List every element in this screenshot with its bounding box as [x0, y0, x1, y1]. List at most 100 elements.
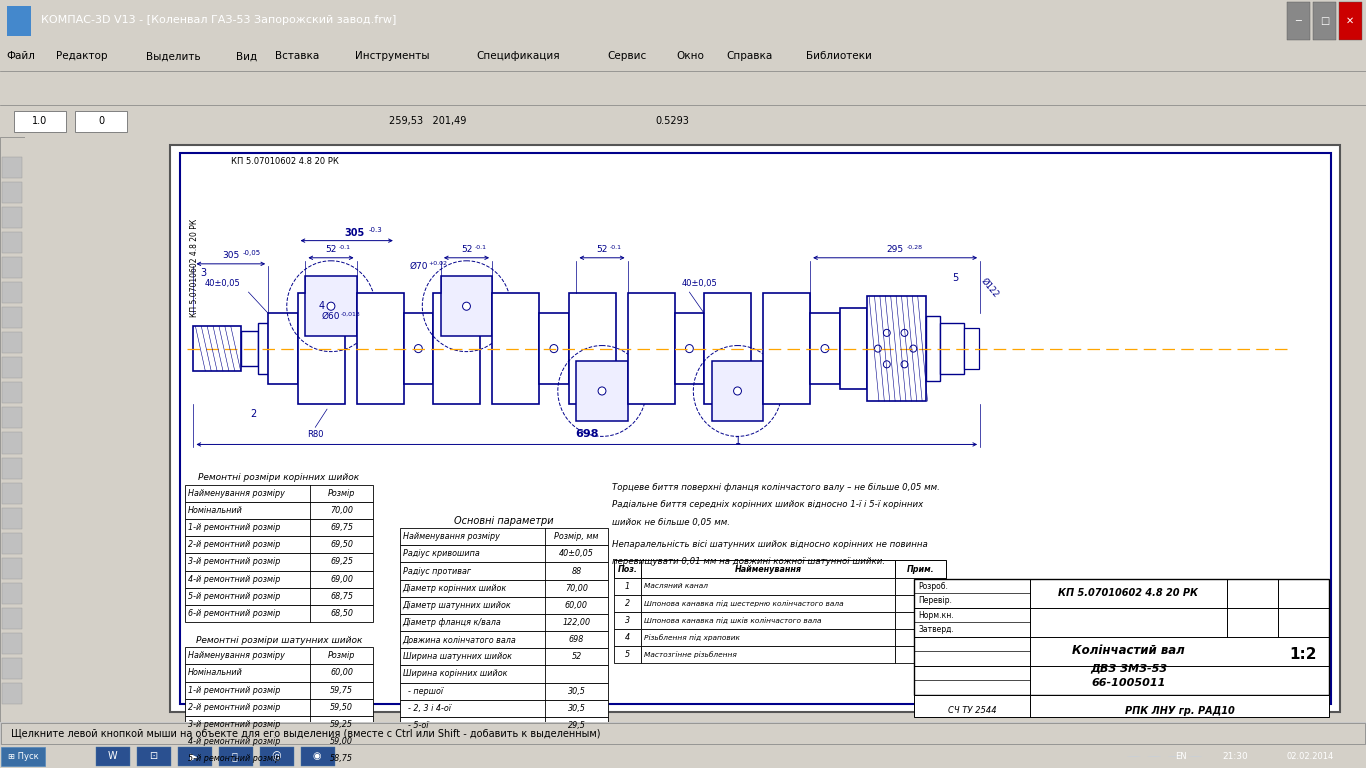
Text: 52: 52 — [460, 245, 473, 254]
Bar — [403, 313, 433, 384]
Bar — [641, 578, 895, 594]
Bar — [613, 629, 641, 646]
Text: -0.1: -0.1 — [339, 245, 351, 250]
Bar — [441, 276, 492, 336]
Text: Вставка: Вставка — [275, 51, 320, 61]
Text: Непаралельність вісі шатунних шийок відносно корінних не повинна: Непаралельність вісі шатунних шийок відн… — [612, 540, 928, 549]
Bar — [400, 631, 608, 648]
Bar — [184, 664, 373, 681]
Bar — [964, 329, 979, 369]
Text: 3: 3 — [201, 268, 206, 278]
Bar — [184, 681, 373, 699]
Text: 70,00: 70,00 — [566, 584, 587, 593]
Text: 30,5: 30,5 — [567, 703, 586, 713]
Circle shape — [598, 387, 607, 395]
Bar — [400, 700, 608, 717]
Text: 69,75: 69,75 — [331, 523, 354, 532]
Bar — [400, 648, 608, 665]
Text: СЧ ТУ 2544: СЧ ТУ 2544 — [948, 707, 997, 715]
Text: Ø60: Ø60 — [322, 312, 340, 321]
Bar — [895, 646, 945, 664]
Text: Ширина шатунних шийок: Ширина шатунних шийок — [403, 652, 512, 661]
Circle shape — [326, 302, 335, 310]
Bar — [258, 323, 268, 374]
Text: W: W — [107, 751, 117, 762]
Text: 6-й ремонтний розмір: 6-й ремонтний розмір — [187, 609, 280, 618]
Bar — [400, 717, 608, 734]
Bar — [914, 695, 1329, 717]
Bar — [400, 614, 608, 631]
Circle shape — [902, 361, 908, 368]
Bar — [3, 182, 22, 203]
Bar — [400, 683, 608, 700]
Bar — [1313, 2, 1336, 40]
Bar — [184, 485, 373, 502]
Text: 698: 698 — [575, 429, 598, 439]
Text: 1: 1 — [626, 581, 630, 591]
Text: Редактор: Редактор — [56, 51, 108, 61]
Text: 305: 305 — [223, 251, 239, 260]
Text: КП 5.07010602 4.8 20 РК: КП 5.07010602 4.8 20 РК — [190, 219, 198, 317]
Text: 66-1005011: 66-1005011 — [1091, 678, 1165, 688]
Text: ⊡: ⊡ — [149, 751, 157, 762]
Text: 5: 5 — [952, 273, 959, 283]
Text: 4: 4 — [318, 301, 324, 311]
Text: Выделить: Выделить — [146, 51, 201, 61]
Text: 2-й ремонтний розмір: 2-й ремонтний розмір — [187, 541, 280, 549]
Bar — [400, 562, 608, 580]
Bar — [301, 746, 335, 766]
Text: Основні параметри: Основні параметри — [454, 516, 553, 526]
Text: 4-й ремонтний розмір: 4-й ремонтний розмір — [187, 737, 280, 746]
Bar — [576, 361, 627, 421]
Text: Розмір: Розмір — [328, 489, 355, 498]
Text: ⊞ Пуск: ⊞ Пуск — [8, 752, 38, 761]
Text: 5: 5 — [626, 650, 630, 659]
Text: 70,00: 70,00 — [331, 506, 354, 515]
Bar — [3, 207, 22, 228]
Text: -0,28: -0,28 — [907, 245, 923, 250]
Bar — [400, 545, 608, 562]
Bar — [613, 594, 641, 612]
Bar — [940, 323, 964, 374]
Bar — [914, 578, 1329, 695]
Text: 52: 52 — [325, 245, 336, 254]
Bar — [641, 612, 895, 629]
Bar — [3, 633, 22, 654]
Text: - першої: - першої — [403, 687, 443, 696]
Text: Ø122: Ø122 — [979, 276, 1000, 300]
Text: R80: R80 — [307, 430, 324, 439]
Text: Ремонтні розміри корінних шийок: Ремонтні розміри корінних шийок — [198, 473, 359, 482]
Circle shape — [414, 345, 422, 353]
Text: 69,00: 69,00 — [331, 574, 354, 584]
Text: Радіус кривошипа: Радіус кривошипа — [403, 549, 479, 558]
Text: 58,75: 58,75 — [331, 754, 354, 763]
Bar — [169, 145, 1340, 712]
Text: Торцеве биття поверхні фланця колінчастого валу – не більше 0,05 мм.: Торцеве биття поверхні фланця колінчасто… — [612, 483, 940, 492]
Bar — [184, 588, 373, 605]
Text: -0.1: -0.1 — [474, 245, 486, 250]
Text: 5-й ремонтний розмір: 5-й ремонтний розмір — [187, 592, 280, 601]
Text: 02.02.2014: 02.02.2014 — [1287, 752, 1335, 761]
Bar — [641, 594, 895, 612]
Text: -0.3: -0.3 — [369, 227, 382, 233]
Circle shape — [910, 345, 917, 352]
Text: Ø70: Ø70 — [410, 261, 428, 270]
Text: Номінальний: Номінальний — [187, 506, 243, 515]
Bar — [184, 536, 373, 554]
Bar — [1, 746, 45, 766]
Text: Розмір: Розмір — [328, 651, 355, 660]
Bar — [926, 316, 940, 381]
Bar — [3, 482, 22, 504]
Circle shape — [686, 345, 694, 353]
Text: - 2, 3 і 4-ої: - 2, 3 і 4-ої — [403, 703, 451, 713]
Text: @: @ — [270, 751, 281, 762]
Bar — [895, 578, 945, 594]
Text: Колінчастий вал: Колінчастий вал — [1072, 644, 1184, 657]
Bar — [184, 605, 373, 622]
Bar — [3, 658, 22, 679]
Text: Библиотеки: Библиотеки — [806, 51, 872, 61]
Text: Перевір.: Перевір. — [918, 596, 952, 605]
Text: 2-й ремонтний розмір: 2-й ремонтний розмір — [187, 703, 280, 712]
Text: 4: 4 — [626, 633, 630, 642]
Bar — [260, 746, 294, 766]
